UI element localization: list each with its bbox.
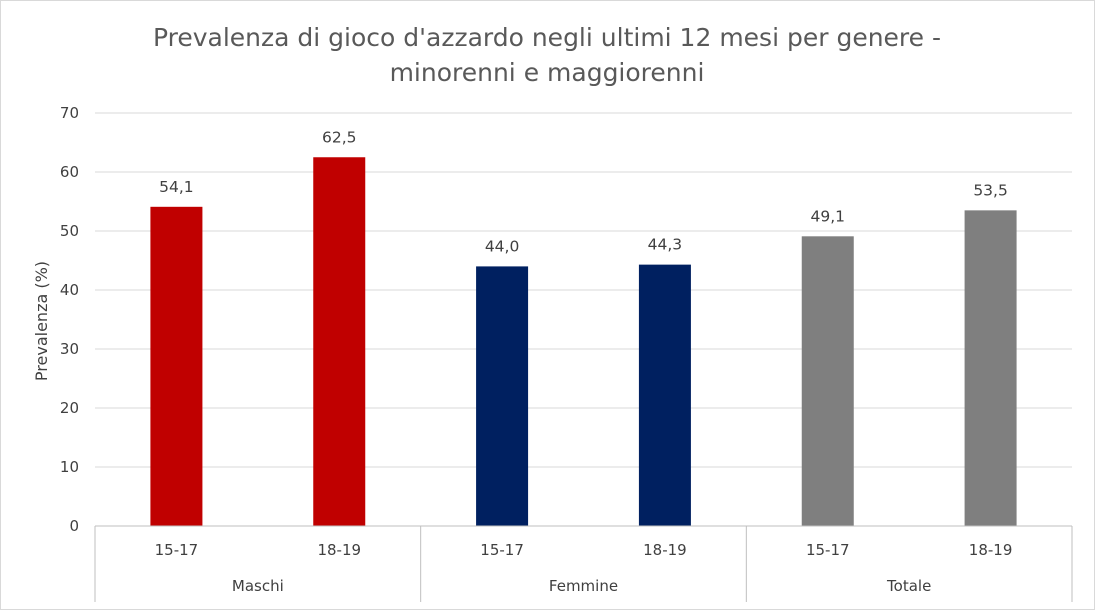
group-label: Totale <box>886 577 931 595</box>
bar <box>801 236 854 526</box>
y-tick-label: 40 <box>60 281 79 299</box>
y-tick-labels: 0 10 20 30 40 50 60 70 <box>60 104 79 535</box>
data-label: 54,1 <box>159 178 194 196</box>
data-label: 44,0 <box>485 237 520 255</box>
y-tick-label: 70 <box>60 104 79 122</box>
bar <box>150 206 203 526</box>
chart-title-line-2: minorenni e maggiorenni <box>390 58 705 87</box>
x-tick-label: 18-19 <box>643 541 687 559</box>
x-tick-label: 15-17 <box>155 541 199 559</box>
x-tick-label: 18-19 <box>969 541 1013 559</box>
bar <box>964 210 1017 526</box>
group-label: Maschi <box>232 577 284 595</box>
x-tick-label: 18-19 <box>317 541 361 559</box>
data-label: 44,3 <box>648 236 683 254</box>
x-tick-label: 15-17 <box>806 541 850 559</box>
bar <box>638 264 691 526</box>
y-tick-label: 0 <box>69 517 79 535</box>
chart-title-line-1: Prevalenza di gioco d'azzardo negli ulti… <box>153 23 941 52</box>
bar <box>313 157 366 526</box>
x-axis: 15-17 18-19 Maschi 15-17 18-19 Femmine 15-17 18… <box>94 525 1073 602</box>
y-tick-label: 10 <box>60 458 79 476</box>
y-tick-label: 60 <box>60 163 79 181</box>
y-tick-label: 50 <box>60 222 79 240</box>
data-label: 62,5 <box>322 128 357 146</box>
group-label: Femmine <box>549 577 618 595</box>
gridlines <box>95 112 1072 468</box>
y-axis-label: Prevalenza (%) <box>32 261 51 381</box>
bar <box>476 266 529 526</box>
y-tick-label: 30 <box>60 340 79 358</box>
x-tick-label: 15-17 <box>480 541 524 559</box>
data-label: 49,1 <box>810 207 845 225</box>
y-tick-label: 20 <box>60 399 79 417</box>
data-label: 53,5 <box>973 181 1008 199</box>
bars: 54,1 62,5 44,0 44,3 49,1 53,5 <box>150 128 1017 526</box>
